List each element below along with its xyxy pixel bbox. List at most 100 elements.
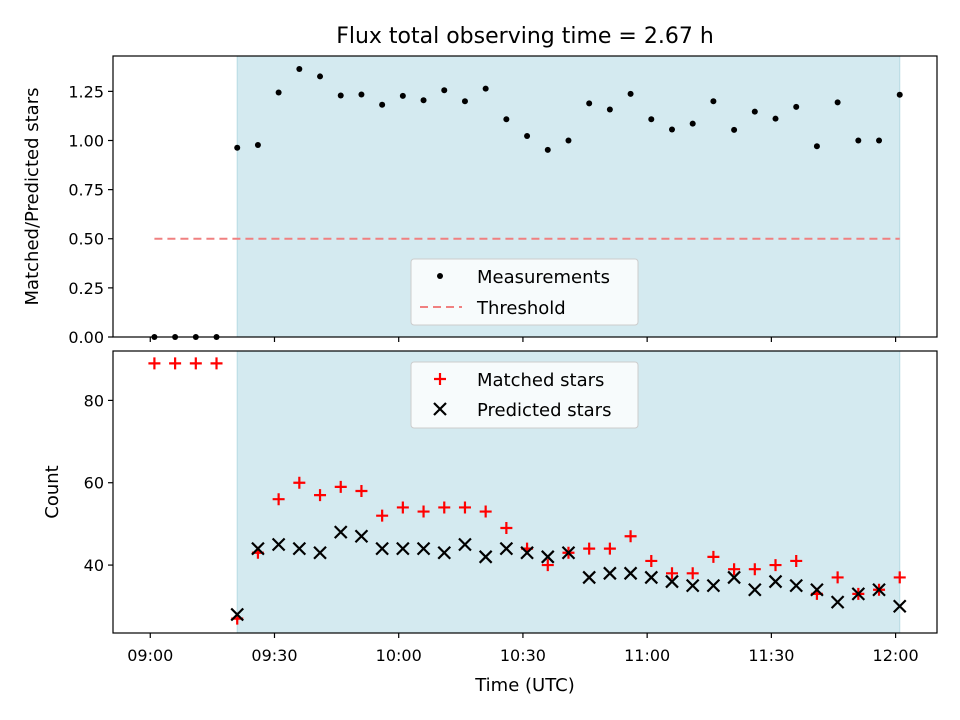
measurement-point <box>296 65 303 72</box>
matched-star-point <box>458 501 471 514</box>
matched-star-point <box>500 522 513 535</box>
matched-star-point <box>728 563 741 576</box>
predicted-star-point <box>830 595 845 609</box>
matched-star-point <box>893 571 906 584</box>
predicted-star-point <box>685 578 700 593</box>
legend-predicted-marker <box>433 402 447 416</box>
predicted-star-point <box>251 541 265 556</box>
predicted-star-point <box>768 574 783 589</box>
matched-star-point <box>148 357 161 370</box>
x-axis-label: Time (UTC) <box>474 675 575 696</box>
measurement-point <box>855 137 862 144</box>
bottom-y-ticks: 40 60 80 <box>84 391 113 575</box>
measurement-point <box>689 120 696 127</box>
bottom-axes-frame <box>112 350 938 634</box>
top-y-axis-label: Matched/Predicted stars <box>22 88 43 306</box>
top-x-ticks <box>149 337 897 342</box>
legend-label: Predicted stars <box>477 400 611 421</box>
predicted-star-point <box>603 566 617 581</box>
matched-star-point <box>665 567 678 580</box>
matched-star-point <box>189 357 202 370</box>
predicted-star-point <box>499 541 514 556</box>
y-tick-label: 0.50 <box>68 230 104 249</box>
measurement-point <box>627 90 634 97</box>
predicted-star-point <box>437 545 452 560</box>
measurement-point <box>813 143 820 150</box>
matched-star-point <box>314 489 327 502</box>
matched-star-point <box>417 505 430 518</box>
matched-star-point <box>169 357 182 370</box>
measurement-point <box>751 108 758 115</box>
legend-box <box>410 361 639 429</box>
matched-star-point <box>624 530 637 543</box>
measurement-point <box>772 115 779 122</box>
matched-star-point <box>334 480 347 493</box>
x-tick-label: 10:00 <box>376 646 422 665</box>
measurement-point <box>503 116 510 123</box>
y-tick-label: 60 <box>84 474 104 493</box>
matched-star-point <box>645 554 658 567</box>
predicted-star-point <box>396 541 410 556</box>
top-y-ticks: 0.00 0.25 0.50 0.75 1.00 1.25 <box>68 82 113 347</box>
legend-label: Threshold <box>476 298 566 319</box>
predicted-star-point <box>851 587 866 601</box>
matched-star-point <box>790 554 803 567</box>
matched-star-point <box>376 509 389 522</box>
x-tick-label: 09:30 <box>251 646 297 665</box>
matched-star-point <box>396 501 409 514</box>
legend-box <box>410 258 639 326</box>
matched-star-point <box>769 559 782 572</box>
measurement-point <box>482 85 489 92</box>
matched-star-point <box>438 501 451 514</box>
predicted-star-point <box>520 545 534 560</box>
predicted-star-point <box>644 570 659 585</box>
measurement-point <box>648 116 655 123</box>
measurement-point <box>399 92 406 99</box>
y-tick-label: 1.25 <box>68 82 104 101</box>
measurement-point <box>731 126 738 133</box>
matched-star-point <box>272 493 285 506</box>
measurement-point <box>565 137 572 144</box>
x-tick-label: 09:00 <box>127 646 173 665</box>
predicted-star-point <box>292 541 307 556</box>
predicted-star-point <box>271 537 286 552</box>
measurement-point <box>834 99 841 106</box>
predicted-star-point <box>665 574 679 589</box>
y-tick-label: 0.00 <box>68 328 104 347</box>
legend-label: Measurements <box>477 267 610 288</box>
x-tick-label: 12:00 <box>873 646 919 665</box>
predicted-star-point <box>540 550 555 564</box>
predicted-star-point <box>810 582 824 597</box>
predicted-star-point <box>892 599 907 614</box>
measurement-point <box>524 132 531 139</box>
measurement-point <box>420 97 427 104</box>
measurement-point <box>461 98 468 105</box>
predicted-star-point <box>375 541 389 556</box>
measurement-point <box>668 126 675 133</box>
y-tick-label: 40 <box>84 556 104 575</box>
legend-measurement-marker <box>437 273 443 279</box>
matched-star-point <box>479 505 492 518</box>
predicted-star-point <box>333 525 348 539</box>
predicted-star-point <box>872 582 886 597</box>
matched-star-point <box>355 484 368 497</box>
measurement-point <box>358 91 365 98</box>
top-panel: 0.00 0.25 0.50 0.75 1.00 1.25 Matched/Predict… <box>22 55 938 347</box>
predicted-star-point <box>727 570 741 585</box>
predicted-star-point <box>478 550 493 564</box>
measurement-point <box>317 73 324 80</box>
measurement-point <box>234 144 241 151</box>
legend-matched-marker <box>434 373 446 385</box>
predicted-star-point <box>354 529 369 544</box>
predicted-star-point <box>561 545 576 560</box>
matched-star-point <box>686 567 699 580</box>
predicted-star-point <box>582 570 596 585</box>
top-axes-frame <box>112 55 938 338</box>
bottom-x-ticks: 09:00 09:30 10:00 10:30 11:00 11:30 12:00 <box>127 633 919 665</box>
x-tick-label: 11:00 <box>624 646 670 665</box>
x-tick-label: 11:30 <box>748 646 794 665</box>
bottom-count-points <box>148 357 907 625</box>
matched-star-point <box>541 559 554 572</box>
predicted-star-point <box>230 607 244 622</box>
